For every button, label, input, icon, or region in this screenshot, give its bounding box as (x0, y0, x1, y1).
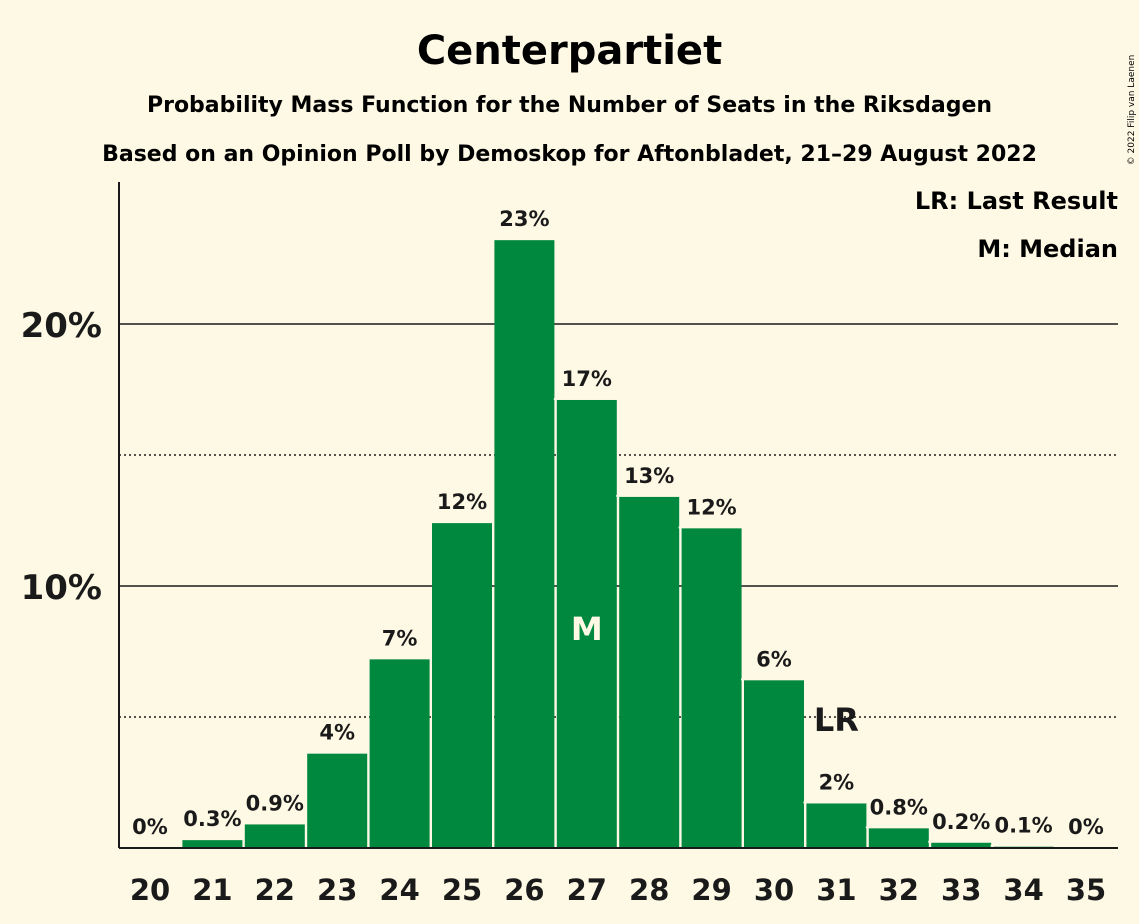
x-tick-label: 24 (379, 873, 419, 907)
x-tick-label: 25 (442, 873, 482, 907)
bar-value-label: 12% (437, 490, 487, 514)
markers: M LR (571, 610, 859, 739)
bar-value-label: 0.2% (932, 810, 990, 834)
x-tick-label: 27 (567, 873, 607, 907)
bar (369, 659, 430, 848)
x-tick-label: 26 (504, 873, 544, 907)
bar-value-label: 0.3% (183, 807, 241, 831)
median-marker: M (571, 610, 603, 648)
bar-value-label: 12% (686, 495, 736, 519)
legend-median: M: Median (977, 235, 1118, 263)
x-tick-label: 21 (192, 873, 232, 907)
bar (432, 523, 492, 848)
bar-value-label: 0% (132, 815, 168, 839)
gridlines (119, 323, 1118, 718)
bar-value-label: 7% (382, 626, 418, 650)
bar (931, 842, 992, 848)
chart-subtitle-poll: Based on an Opinion Poll by Demoskop for… (102, 142, 1037, 167)
x-tick-label: 34 (1003, 873, 1043, 907)
x-tick-labels: 20 21 22 23 24 25 26 27 28 29 30 31 32 33 34 35 (130, 873, 1106, 907)
bar (619, 496, 680, 848)
legend-last-result: LR: Last Result (915, 187, 1118, 215)
bar (681, 528, 742, 848)
x-tick-label: 35 (1066, 873, 1106, 907)
y-tick-label: 20% (21, 306, 102, 346)
bar (744, 680, 804, 848)
bar-value-label: 0.1% (994, 814, 1052, 838)
bar-value-label: 0% (1068, 815, 1104, 839)
x-tick-label: 29 (691, 873, 731, 907)
bar-value-label: 17% (562, 367, 612, 391)
x-tick-label: 30 (754, 873, 794, 907)
x-tick-label: 20 (130, 873, 170, 907)
x-tick-label: 22 (255, 873, 295, 907)
bar-value-label: 0.8% (870, 795, 928, 819)
bar-value-label: 23% (499, 207, 549, 231)
x-tick-label: 28 (629, 873, 669, 907)
bar-value-label: 2% (819, 770, 855, 794)
bar (556, 399, 617, 848)
axes (118, 182, 1118, 849)
bar (806, 803, 867, 848)
bar (307, 753, 368, 848)
bars (179, 238, 1057, 848)
bar (868, 828, 929, 848)
bar (244, 824, 305, 848)
x-tick-label: 31 (816, 873, 856, 907)
x-tick-label: 23 (317, 873, 357, 907)
bar (182, 840, 243, 848)
bar (494, 240, 555, 848)
last-result-marker: LR (814, 701, 859, 739)
y-tick-labels: 10% 20% (21, 306, 102, 608)
x-tick-label: 32 (879, 873, 919, 907)
bar-labels: 0% 0.3%0.9% 4% 7% 12% 23% 17% 13% 12% 6% 2% 0.8%0.2… (132, 207, 1104, 839)
bar-value-label: 13% (624, 464, 674, 488)
bar-value-label: 6% (756, 647, 792, 671)
chart-title: Centerpartiet (417, 28, 722, 74)
x-tick-label: 33 (941, 873, 981, 907)
chart-subtitle: Probability Mass Function for the Number… (147, 93, 992, 118)
copyright-notice: © 2022 Filip van Laenen (1127, 55, 1137, 166)
bar-value-label: 4% (319, 721, 355, 745)
y-tick-label: 10% (21, 568, 102, 608)
bar-value-label: 0.9% (246, 791, 304, 815)
